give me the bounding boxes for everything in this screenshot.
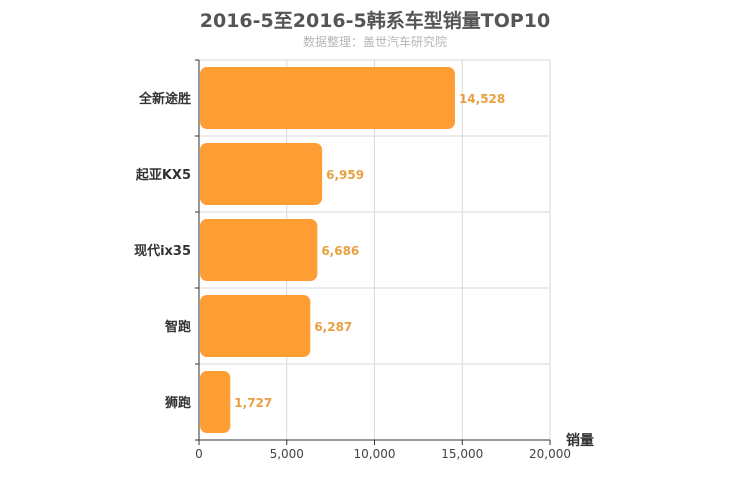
- x-tick-label: 10,000: [354, 447, 396, 461]
- y-tick-label: 狮跑: [164, 395, 191, 411]
- x-tick-label: 15,000: [441, 447, 483, 461]
- bar: [200, 143, 323, 205]
- chart-title: 2016-5至2016-5韩系车型销量TOP10: [199, 10, 551, 32]
- x-tick-label: 5,000: [270, 447, 304, 461]
- bar: [200, 67, 455, 129]
- x-tick-label: 20,000: [529, 447, 571, 461]
- x-tick-label: 0: [195, 447, 203, 461]
- data-label: 1,727: [234, 396, 272, 410]
- bar: [200, 295, 311, 357]
- chart-subtitle: 数据整理：盖世汽车研究院: [302, 35, 447, 49]
- data-label: 14,528: [459, 92, 505, 106]
- y-tick-label: 全新途胜: [138, 91, 191, 107]
- bar: [200, 219, 318, 281]
- x-axis-title: 销量: [566, 432, 594, 449]
- data-label: 6,287: [314, 320, 352, 334]
- y-tick-label: 现代ix35: [134, 243, 191, 259]
- data-label: 6,959: [326, 168, 364, 182]
- y-tick-label: 智跑: [165, 319, 191, 335]
- bar: [200, 371, 231, 433]
- y-tick-label: 起亚KX5: [135, 167, 191, 183]
- data-label: 6,686: [321, 244, 359, 258]
